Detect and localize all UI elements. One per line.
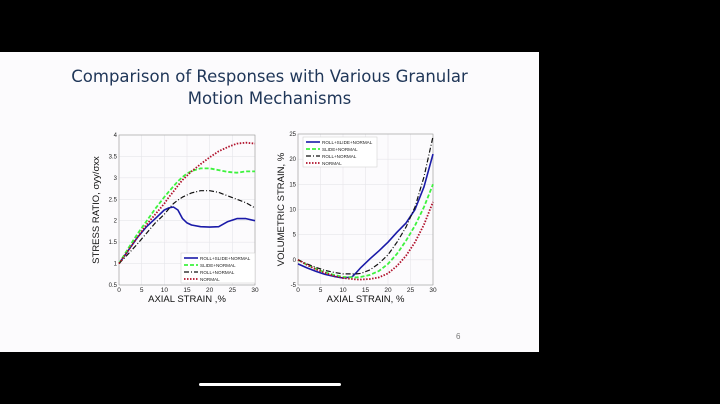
- legend-label: ROLL+SLIDE+NORMAL: [322, 140, 373, 145]
- slide-title: Comparison of Responses with Various Gra…: [0, 66, 539, 110]
- y-axis-label: STRESS RATIO, σyy/σxx: [91, 156, 102, 264]
- x-tick-label: 15: [362, 287, 370, 294]
- y-tick-label: 25: [289, 132, 296, 138]
- page-number: 6: [456, 332, 461, 341]
- series-line: [118, 206, 256, 265]
- x-tick-label: 0: [117, 287, 121, 294]
- x-tick-label: 15: [183, 287, 191, 294]
- y-tick-label: 20: [289, 157, 296, 163]
- legend-label: SLIDE+NORMAL: [322, 147, 358, 152]
- y-tick-label: 2.5: [109, 197, 118, 203]
- series-line: [297, 183, 434, 279]
- x-tick-label: 25: [407, 287, 415, 294]
- x-tick-label: 20: [206, 287, 214, 294]
- legend-label: ROLL+SLIDE+NORMAL: [200, 256, 251, 261]
- plot-area: [297, 133, 434, 286]
- y-tick-label: 1: [114, 262, 118, 268]
- x-tick-label: 10: [161, 287, 169, 294]
- stress-ratio-chart: 0 5 10 15 20 25 30 0.5 1 1.5 2 2.5 3 3.5 4 AXIAL STRAIN…: [91, 133, 259, 305]
- x-tick-label: 20: [384, 287, 392, 294]
- legend-label: NORMAL: [200, 277, 220, 282]
- y-tick-label: 2: [114, 219, 118, 225]
- y-tick-label: -5: [291, 283, 297, 289]
- y-tick-label: 0.5: [109, 283, 118, 289]
- series-line: [297, 201, 434, 281]
- home-indicator-bar[interactable]: [199, 383, 341, 386]
- legend-label: ROLL+NORMAL: [322, 154, 357, 159]
- legend-label: ROLL+NORMAL: [200, 270, 235, 275]
- presentation-slide: Comparison of Responses with Various Gra…: [0, 52, 539, 352]
- x-tick-label: 30: [251, 287, 259, 294]
- x-tick-label: 5: [319, 287, 323, 294]
- x-tick-label: 30: [429, 287, 437, 294]
- y-axis-label: VOLUMETRIC STRAIN, %: [276, 152, 287, 266]
- series-line: [297, 153, 434, 279]
- y-tick-label: 0: [293, 258, 297, 264]
- x-tick-label: 25: [229, 287, 237, 294]
- y-tick-label: 5: [293, 233, 297, 239]
- x-tick-label: 0: [296, 287, 300, 294]
- y-tick-label: 3.5: [109, 154, 118, 160]
- legend-label: NORMAL: [322, 161, 342, 166]
- series-line: [118, 167, 255, 265]
- y-tick-label: 3: [114, 176, 118, 182]
- y-tick-label: 10: [289, 208, 296, 214]
- x-axis-label: AXIAL STRAIN, %: [327, 294, 405, 305]
- x-tick-label: 5: [140, 287, 144, 294]
- x-tick-label: 10: [339, 287, 347, 294]
- title-line-2: Motion Mechanisms: [187, 89, 352, 108]
- y-tick-label: 1.5: [109, 240, 118, 246]
- series-line: [118, 141, 256, 265]
- y-tick-label: 15: [289, 182, 296, 188]
- plot-area: [118, 134, 256, 286]
- title-line-1: Comparison of Responses with Various Gra…: [71, 67, 468, 86]
- x-axis-label: AXIAL STRAIN ,%: [148, 294, 226, 305]
- legend-label: SLIDE+NORMAL: [200, 263, 236, 268]
- series-line: [118, 190, 256, 265]
- y-tick-label: 4: [114, 133, 118, 139]
